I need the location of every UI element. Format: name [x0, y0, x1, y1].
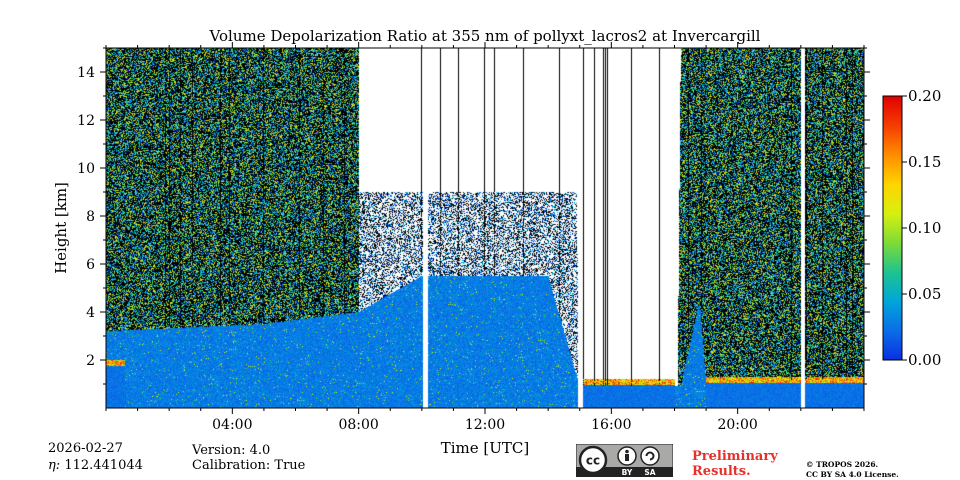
license-line-2: CC BY SA 4.0 License. — [806, 470, 899, 479]
by-person-body — [625, 454, 629, 461]
colorbar: 0.00 0.05 0.10 0.15 0.20 — [882, 87, 941, 369]
preliminary-label: Preliminary — [692, 449, 778, 464]
sa-circle-icon — [640, 446, 660, 466]
x-tick-label: 08:00 — [338, 417, 378, 433]
y-axis-label: Height [km] — [52, 182, 70, 274]
y-tick-label: 2 — [86, 353, 95, 369]
colorbar-tick-label: 0.15 — [908, 153, 941, 171]
version-label: Version: 4.0 — [192, 443, 271, 458]
cc-text: cc — [586, 454, 600, 468]
x-tick-label: 04:00 — [212, 417, 252, 433]
license-line-1: © TROPOS 2026. — [806, 460, 879, 469]
colorbar-tick-label: 0.20 — [908, 87, 941, 105]
depolarization-heatmap — [106, 48, 864, 408]
sa-arrow-icon — [645, 451, 655, 461]
x-tick-label: 12:00 — [465, 417, 505, 433]
y-tick-label: 12 — [77, 113, 95, 129]
y-tick-label: 6 — [86, 257, 95, 273]
x-axis-label: Time [UTC] — [441, 439, 530, 457]
eta-symbol: η: — [48, 458, 65, 473]
sa-text: SA — [644, 468, 655, 477]
by-text: BY — [622, 468, 633, 477]
cc-circle-icon — [578, 445, 608, 475]
eta-label: η: 112.441044 — [48, 458, 143, 473]
results-label: Results. — [692, 464, 751, 479]
colorbar-tick-label: 0.05 — [908, 285, 941, 303]
x-tick-label: 20:00 — [717, 417, 757, 433]
x-tick-label: 16:00 — [591, 417, 631, 433]
cc-by-sa-badge-icon: cc BY SA — [576, 444, 673, 477]
eta-value: 112.441044 — [64, 458, 143, 473]
colorbar-tick-label: 0.00 — [908, 351, 941, 369]
badge-strip — [576, 467, 673, 477]
date-label: 2026-02-27 — [48, 441, 123, 456]
colorbar-gradient — [882, 95, 903, 361]
y-tick-label: 10 — [77, 161, 95, 177]
calibration-label: Calibration: True — [192, 458, 306, 473]
plot-area — [105, 47, 865, 409]
y-tick-label: 8 — [86, 209, 95, 225]
x-axis: 04:00 08:00 12:00 16:00 20:00 — [105, 42, 865, 433]
y-tick-label: 4 — [86, 305, 95, 321]
chart-title: Volume Depolarization Ratio at 355 nm of… — [209, 27, 761, 45]
y-axis: 2 4 6 8 10 12 14 — [77, 47, 870, 385]
y-tick-label: 14 — [77, 65, 95, 81]
by-person-head — [625, 449, 629, 454]
colorbar-tick-label: 0.10 — [908, 219, 941, 237]
